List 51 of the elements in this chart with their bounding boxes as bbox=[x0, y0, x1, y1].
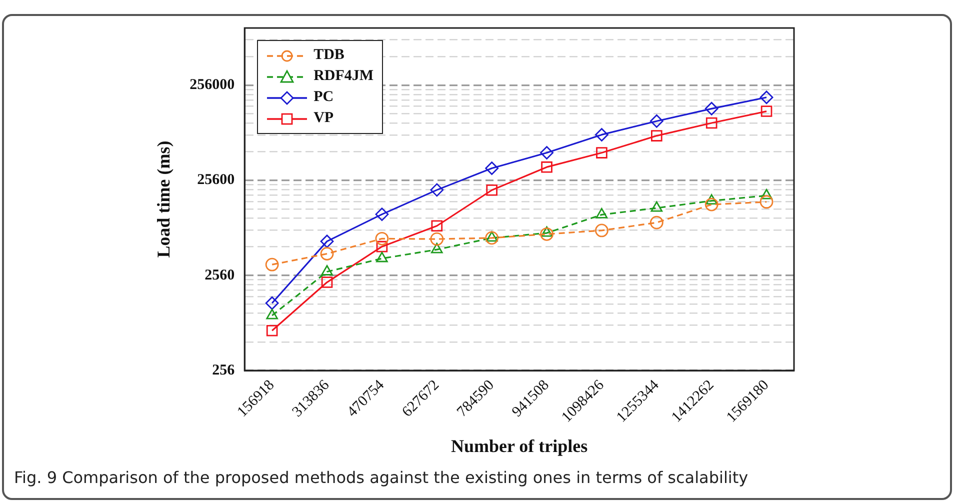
point bbox=[706, 117, 718, 129]
y-tick-label: 2560 bbox=[204, 267, 235, 284]
x-axis-title: Number of triples bbox=[450, 436, 588, 456]
point bbox=[485, 162, 499, 175]
point bbox=[704, 102, 718, 116]
y-tick-label: 25600 bbox=[197, 172, 235, 188]
point bbox=[595, 128, 608, 142]
point bbox=[321, 276, 333, 288]
point bbox=[760, 106, 772, 117]
point bbox=[430, 242, 443, 254]
point bbox=[650, 114, 664, 128]
y-tick-label: 256 bbox=[212, 362, 236, 378]
point bbox=[321, 265, 333, 276]
caption: Fig. 9 Comparison of the proposed methods against the existing ones in terms of scalability bbox=[14, 468, 748, 487]
point bbox=[486, 231, 498, 242]
point bbox=[320, 234, 334, 248]
point bbox=[760, 195, 774, 209]
point bbox=[375, 232, 389, 246]
legend-label: PC bbox=[314, 89, 334, 106]
point bbox=[651, 130, 662, 142]
point bbox=[760, 90, 774, 104]
point bbox=[431, 220, 443, 232]
point bbox=[430, 183, 444, 197]
y-axis-title: Load time (ms) bbox=[153, 140, 174, 258]
point bbox=[266, 324, 278, 336]
point bbox=[265, 258, 279, 272]
point bbox=[596, 147, 608, 158]
point bbox=[596, 208, 608, 218]
point bbox=[540, 226, 553, 237]
point bbox=[650, 216, 664, 230]
point bbox=[375, 208, 389, 222]
point bbox=[486, 184, 498, 196]
point bbox=[704, 198, 718, 212]
point bbox=[376, 240, 388, 252]
point bbox=[376, 252, 388, 262]
point bbox=[266, 308, 278, 320]
point bbox=[706, 194, 718, 205]
y-tick-label: 256000 bbox=[190, 77, 235, 94]
point bbox=[320, 247, 334, 260]
point bbox=[540, 146, 554, 160]
point bbox=[430, 232, 444, 246]
point bbox=[485, 231, 499, 245]
point bbox=[265, 296, 279, 310]
point bbox=[760, 188, 772, 200]
legend-label: TDB bbox=[314, 47, 344, 64]
point bbox=[595, 224, 608, 238]
legend-label: VP bbox=[314, 110, 334, 127]
point bbox=[540, 227, 554, 241]
point bbox=[541, 161, 552, 173]
point bbox=[650, 201, 663, 212]
legend-label: RDF4JM bbox=[314, 68, 374, 85]
